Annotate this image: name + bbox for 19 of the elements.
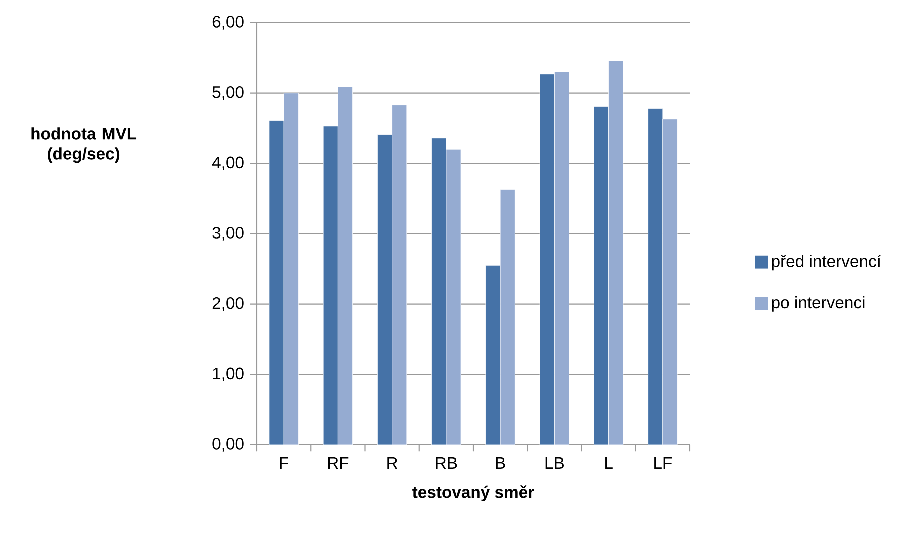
y-tick-label: 5,00 [212, 86, 244, 100]
y-axis-title: hodnota MVL (deg/sec) [32, 128, 137, 164]
x-tick-label: R [388, 457, 398, 469]
y-tick-label: 6,00 [212, 16, 244, 30]
legend-label: po intervenci [772, 296, 865, 312]
x-tick-label: LB [546, 457, 564, 469]
legend-label: před intervencí [772, 254, 882, 271]
x-axis-title: testovaný směr [412, 486, 534, 502]
y-tick-label: 4,00 [212, 156, 244, 171]
x-tick-label: RF [328, 457, 349, 469]
y-tick-label: 2,00 [212, 297, 244, 312]
x-tick-label: LF [654, 457, 672, 469]
x-tick-label: RB [436, 457, 458, 469]
x-tick-label: L [606, 457, 613, 469]
y-tick-label: 1,00 [213, 368, 244, 382]
y-tick-label: 0,00 [212, 438, 244, 452]
x-tick-label: B [496, 457, 506, 469]
y-tick-label: 3,00 [212, 227, 244, 241]
x-tick-label: F [280, 457, 288, 469]
